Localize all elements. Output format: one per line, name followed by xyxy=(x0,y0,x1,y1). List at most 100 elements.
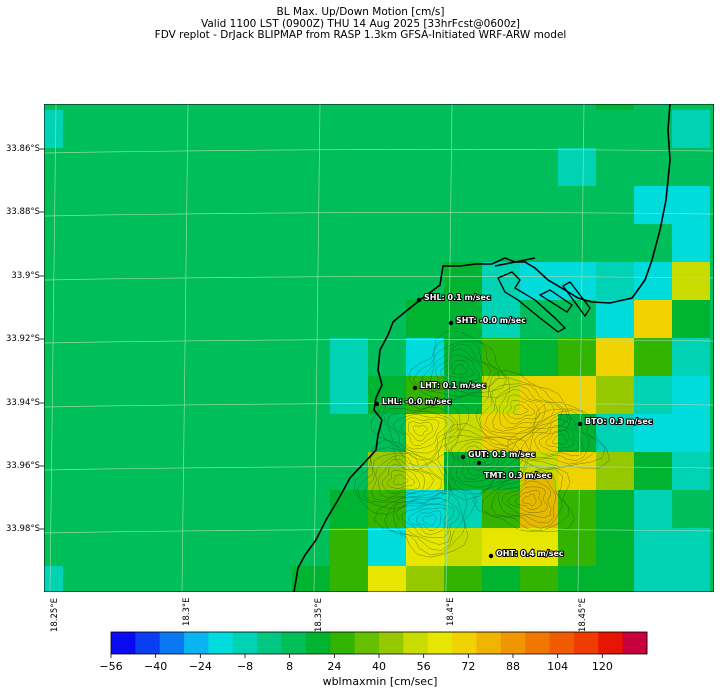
breakwater xyxy=(494,257,536,267)
value-cell xyxy=(520,566,558,592)
lat-label: 33.94°S xyxy=(6,398,40,408)
colorbar-swatch xyxy=(257,632,283,654)
contour-line xyxy=(430,343,491,391)
latitude-line xyxy=(44,529,714,534)
contour-line xyxy=(472,465,575,532)
contour-line xyxy=(383,407,459,461)
value-cell xyxy=(596,338,634,376)
site-label-sht: SHT: -0.0 m/sec xyxy=(456,316,526,325)
value-cell xyxy=(444,490,482,528)
value-cell xyxy=(482,262,520,300)
contour-line xyxy=(476,369,572,447)
site-marker-sht xyxy=(448,320,454,326)
contour-line xyxy=(501,480,552,518)
lat-label: 33.86°S xyxy=(6,144,40,154)
value-cell xyxy=(482,528,520,566)
value-cell xyxy=(634,186,710,224)
lat-label: 33.92°S xyxy=(6,334,40,344)
colorbar-swatch xyxy=(525,632,551,654)
contour-line xyxy=(386,469,416,489)
value-cell xyxy=(558,376,596,414)
contour-line xyxy=(363,452,442,503)
valid-time-subtitle: Valid 1100 LST (0900Z) THU 14 Aug 2025 [… xyxy=(201,18,520,30)
site-label-tmt: TMT: 0.3 m/sec xyxy=(484,471,552,480)
value-cell xyxy=(634,452,672,490)
contour-line xyxy=(445,360,475,379)
value-cell xyxy=(596,566,634,592)
contour-line xyxy=(507,486,548,513)
colorbar-swatch xyxy=(232,632,258,654)
contour-line xyxy=(473,455,489,466)
value-cell xyxy=(520,376,558,414)
contour-line xyxy=(452,364,468,375)
contour-line xyxy=(530,413,590,461)
colorbar-swatch xyxy=(135,632,161,654)
value-cell xyxy=(596,104,634,110)
longitude-line xyxy=(181,104,189,592)
value-cell xyxy=(634,338,672,376)
longitude-line xyxy=(577,104,585,592)
contour-line xyxy=(521,410,599,465)
contour-line xyxy=(511,408,606,467)
value-cell xyxy=(672,110,710,148)
contour-line xyxy=(498,474,557,524)
coastline-north xyxy=(293,104,671,592)
colorbar-swatch xyxy=(208,632,234,654)
colorbar-tick-label: −24 xyxy=(188,660,212,673)
contour-line xyxy=(468,450,495,471)
model-subtitle: FDV replot - DrJack BLIPMAP from RASP 1.… xyxy=(154,29,567,41)
colorbar-tick-label: 24 xyxy=(327,660,342,673)
latitude-line xyxy=(44,466,714,471)
value-cell xyxy=(634,566,672,592)
colorbar-swatch xyxy=(403,632,429,654)
contour-line xyxy=(544,430,575,449)
value-cell xyxy=(44,110,63,148)
contour-line xyxy=(392,474,409,485)
site-label-gut: GUT: 0.3 m/sec xyxy=(468,450,535,459)
colorbar-swatch xyxy=(281,632,307,654)
harbour-outline xyxy=(497,271,591,333)
lat-label: 33.96°S xyxy=(6,461,40,471)
value-cell xyxy=(444,566,482,592)
value-cell xyxy=(406,452,444,490)
contour-line xyxy=(491,470,563,529)
colorbar-tick-label: 88 xyxy=(506,660,520,673)
contour-line xyxy=(534,418,584,457)
colorbar-swatch xyxy=(598,632,624,654)
contour-line xyxy=(422,514,437,527)
contour-line xyxy=(387,410,455,454)
value-cell xyxy=(672,300,710,338)
value-cell xyxy=(558,452,596,490)
contour-line xyxy=(552,433,568,445)
contour-line xyxy=(498,389,546,429)
site-marker-gut xyxy=(460,454,466,460)
contour-line xyxy=(421,340,500,394)
colorbar-tick-label: 104 xyxy=(547,660,569,673)
value-cell xyxy=(596,376,634,414)
contour-line xyxy=(435,348,484,387)
lat-label: 33.9°S xyxy=(11,271,40,281)
value-cell xyxy=(672,376,710,452)
colorbar-swatch xyxy=(427,632,453,654)
contour-line xyxy=(515,490,543,510)
longitude-line xyxy=(313,104,321,592)
value-cell xyxy=(330,338,368,414)
colorbar-tick-label: 120 xyxy=(591,660,613,673)
value-cell xyxy=(330,490,368,528)
value-cell xyxy=(520,528,558,566)
contour-line xyxy=(522,493,537,506)
colorbar-swatch xyxy=(500,632,526,654)
value-cell xyxy=(558,566,596,592)
site-marker-shl xyxy=(416,297,422,303)
contour-line xyxy=(395,497,461,545)
value-cell xyxy=(44,566,63,592)
contour-line xyxy=(374,488,477,558)
value-cell xyxy=(672,452,710,490)
site-marker-lht xyxy=(412,385,418,391)
contour-line xyxy=(392,414,448,450)
contour-line xyxy=(446,434,524,488)
colorbar-swatch xyxy=(354,632,380,654)
contour-line xyxy=(416,510,442,531)
latitude-line xyxy=(44,339,714,344)
